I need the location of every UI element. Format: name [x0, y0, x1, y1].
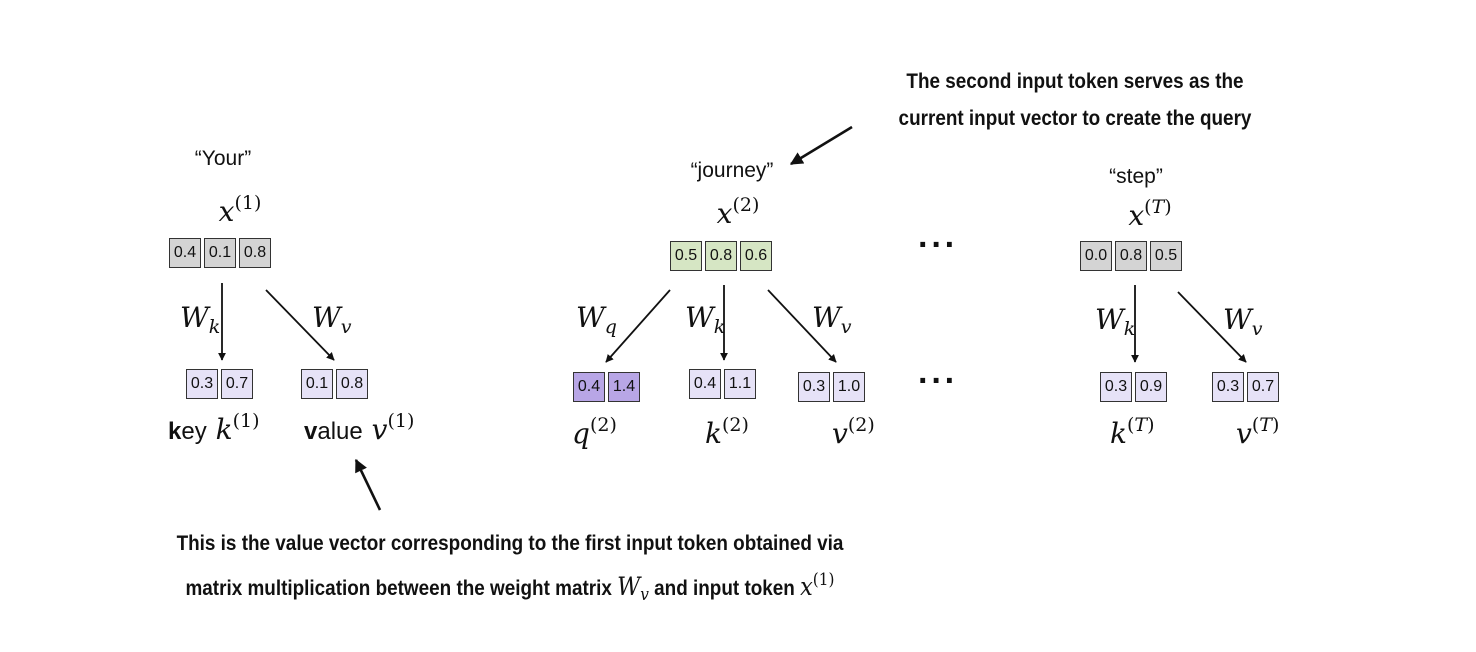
kT-label: k(T) [1110, 414, 1155, 450]
token-word-journey: “journey” [690, 159, 774, 182]
vector-cell: 0.3 [1100, 372, 1132, 402]
weight-wv-label-step: Wv [1223, 303, 1263, 340]
vector-cell: 0.8 [705, 241, 737, 271]
ellipsis-bottom: ··· [918, 362, 958, 400]
key-k1-label: key k(1) [168, 410, 260, 446]
vector-cell: 0.0 [1080, 241, 1112, 271]
v1-vector: 0.1 0.8 [301, 369, 368, 399]
vector-cell: 1.4 [608, 372, 640, 402]
vector-cell: 0.7 [1247, 372, 1279, 402]
vector-cell: 0.8 [239, 238, 271, 268]
v2-vector: 0.3 1.0 [798, 372, 865, 402]
vector-cell: 0.6 [740, 241, 772, 271]
vector-cell: 0.5 [1150, 241, 1182, 271]
k2-vector: 0.4 1.1 [689, 369, 756, 399]
vector-cell: 0.1 [301, 369, 333, 399]
vector-cell: 0.3 [1212, 372, 1244, 402]
token-word-step: “step” [1109, 165, 1163, 188]
vector-cell: 0.8 [1115, 241, 1147, 271]
vector-cell: 0.7 [221, 369, 253, 399]
vector-cell: 1.1 [724, 369, 756, 399]
vector-cell: 1.0 [833, 372, 865, 402]
arrow-step-wv [1177, 291, 1247, 363]
vector-cell: 0.5 [670, 241, 702, 271]
arrow-journey-wq [605, 289, 671, 363]
k2-label: k(2) [705, 414, 749, 450]
vector-cell: 0.3 [186, 369, 218, 399]
callout-arrow-top [789, 125, 853, 166]
xT-label: x(T) [1128, 196, 1172, 232]
weight-wv-label-your: Wv [312, 301, 352, 338]
weight-wk-label-journey: Wk [685, 301, 726, 338]
annotation-top: The second input token serves as the cur… [882, 63, 1269, 137]
ellipsis-top: ··· [918, 226, 958, 264]
annotation-top-line2: current input vector to create the query [898, 107, 1252, 130]
vector-cell: 0.4 [689, 369, 721, 399]
kT-vector: 0.3 0.9 [1100, 372, 1167, 402]
vector-cell: 0.4 [169, 238, 201, 268]
q2-label: q(2) [572, 414, 617, 450]
weight-wk-label-your: Wk [180, 301, 221, 338]
vT-label: v(T) [1236, 414, 1280, 450]
x2-vector: 0.5 0.8 0.6 [670, 241, 772, 271]
xT-vector: 0.0 0.8 0.5 [1080, 241, 1182, 271]
weight-wk-label-step: Wk [1095, 303, 1136, 340]
x1-vector: 0.4 0.1 0.8 [169, 238, 271, 268]
value-v1-label: value v(1) [304, 410, 415, 446]
arrow-your-wv [265, 289, 335, 361]
arrow-journey-wv [767, 289, 837, 363]
vT-vector: 0.3 0.7 [1212, 372, 1279, 402]
weight-wv-label-journey: Wv [812, 301, 852, 338]
vector-cell: 0.3 [798, 372, 830, 402]
x1-label: x(1) [218, 192, 262, 228]
v2-label: v(2) [832, 414, 875, 450]
vector-cell: 0.4 [573, 372, 605, 402]
x2-label: x(2) [716, 194, 760, 230]
vector-cell: 0.8 [336, 369, 368, 399]
vector-cell: 0.9 [1135, 372, 1167, 402]
vector-cell: 0.1 [204, 238, 236, 268]
k1-vector: 0.3 0.7 [186, 369, 253, 399]
token-word-your: “Your” [194, 147, 252, 170]
annotation-bottom: This is the value vector corresponding t… [150, 525, 870, 614]
q2-vector: 0.4 1.4 [573, 372, 640, 402]
weight-wq-label-journey: Wq [576, 301, 617, 338]
annotation-bottom-line1: This is the value vector corresponding t… [176, 532, 844, 555]
annotation-top-line1: The second input token serves as the [906, 70, 1244, 93]
annotation-bottom-line2: matrix multiplication between the weight… [185, 570, 835, 605]
callout-arrow-bottom [354, 458, 382, 511]
